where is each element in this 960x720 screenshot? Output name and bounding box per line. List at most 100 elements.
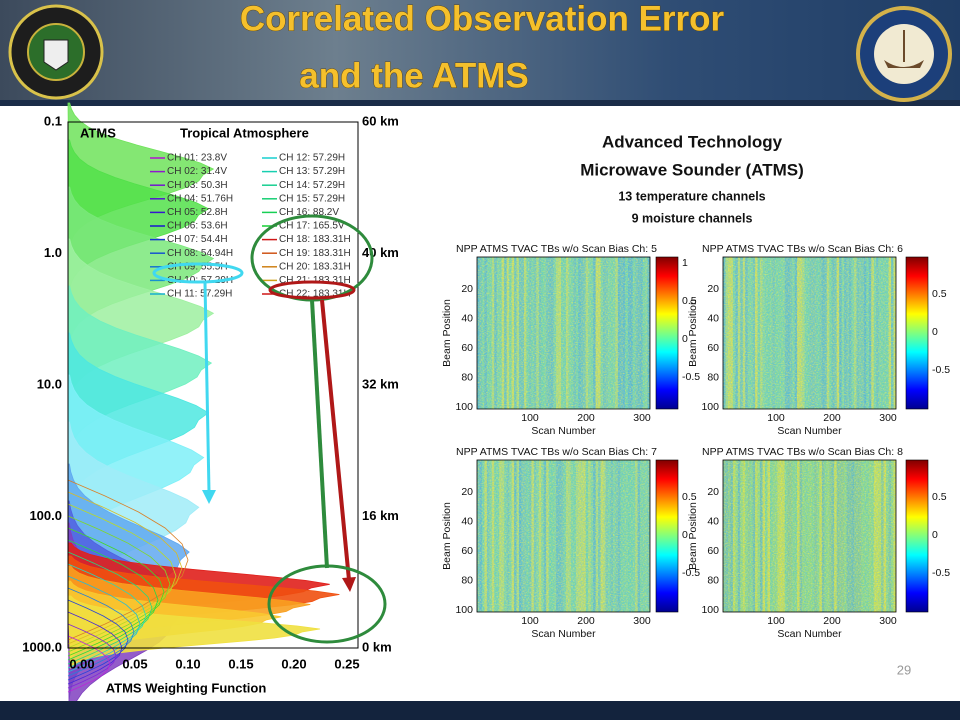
legend-entry: CH 02: 31.4V — [167, 166, 227, 177]
y-axis-label: Beam Position — [687, 299, 699, 367]
weighting-curve-line — [67, 575, 141, 673]
colorbar-tick-label: -0.5 — [682, 371, 700, 383]
annotations — [152, 214, 387, 644]
legend-entry: CH 05: 52.8H — [167, 207, 228, 218]
y-tick-label: 100.0 — [29, 508, 62, 523]
note: 13 temperature channels — [618, 189, 765, 203]
y-tick-label: 60 — [461, 342, 473, 354]
y2-tick-label: 32 km — [362, 376, 399, 391]
chart-label: ATMS — [80, 125, 116, 140]
y-axis-label: Beam Position — [441, 502, 453, 570]
colorbar-tick-label: -0.5 — [932, 567, 950, 579]
plot-frame — [67, 121, 359, 649]
x-tick-label: 0.10 — [175, 656, 200, 671]
x-tick-label: 0.20 — [281, 656, 306, 671]
y-tick-label: 20 — [461, 486, 473, 498]
weighting-curve-line — [67, 503, 177, 649]
panel-title: NPP ATMS TVAC TBs w/o Scan Bias Ch: 8 — [702, 446, 903, 458]
legend-entry: CH 01: 23.8V — [167, 153, 227, 164]
x-tick-label: 0.05 — [122, 656, 147, 671]
y-tick-label: 20 — [707, 486, 719, 498]
legend-entry: CH 04: 51.76H — [167, 193, 233, 204]
panel-title: NPP ATMS TVAC TBs w/o Scan Bias Ch: 6 — [702, 243, 903, 255]
y-tick-label: 80 — [707, 574, 719, 586]
x-tick-label: 100 — [767, 412, 785, 424]
legend-entry: CH 19: 183.31H — [279, 248, 351, 259]
legend-entry: CH 06: 53.6H — [167, 221, 228, 232]
weighting-curve-line — [67, 491, 183, 645]
x-axis-label: Scan Number — [531, 425, 596, 437]
heatmap-frame — [476, 256, 651, 410]
y-axis-label: Beam Position — [441, 299, 453, 367]
y-tick-label: 20 — [461, 283, 473, 295]
y-tick-label: 1.0 — [44, 245, 62, 260]
note: 9 moisture channels — [632, 211, 753, 225]
title-line: Correlated Observation Error — [240, 0, 725, 38]
colorbar-tick-label: 0 — [932, 529, 938, 541]
weighting-curve-line — [67, 479, 189, 641]
legend-entry: CH 20: 183.31H — [279, 261, 351, 272]
colorbar — [905, 459, 929, 613]
x-axis-label: Scan Number — [777, 425, 842, 437]
colorbar — [655, 459, 679, 613]
weighting-curve-line — [67, 527, 165, 657]
weighting-curve-line — [67, 635, 111, 693]
y-tick-label: 10.0 — [37, 376, 62, 391]
weighting-curves — [67, 102, 340, 720]
weighting-curve-line — [67, 515, 171, 653]
y-tick-label: 40 — [707, 312, 719, 324]
x-tick-label: 300 — [879, 615, 897, 627]
y-tick-label: 100 — [455, 401, 473, 413]
x-axis-label: ATMS Weighting Function — [106, 680, 267, 695]
colorbar-tick-label: -0.5 — [932, 364, 950, 376]
colorbar — [905, 256, 929, 410]
y-tick-label: 60 — [461, 545, 473, 557]
heatmap-noise — [477, 460, 650, 612]
colorbar-tick-label: 0 — [682, 529, 688, 541]
weighting-curve-line — [67, 599, 129, 681]
y-tick-label: 60 — [707, 342, 719, 354]
x-tick-label: 100 — [767, 615, 785, 627]
weighting-curve-line — [67, 623, 117, 689]
x-tick-label: 0.25 — [334, 656, 359, 671]
axes: 0.1 1.0 10.0 100.0 1000.0 60 km 40 km 32 km 16 k… — [22, 113, 399, 671]
weighting-curve-line — [67, 563, 147, 669]
colorbar-tick-label: 1 — [682, 257, 688, 269]
y-tick-label: 20 — [707, 283, 719, 295]
colorbar-tick-label: 0.5 — [682, 295, 697, 307]
panel-title: NPP ATMS TVAC TBs w/o Scan Bias Ch: 7 — [456, 446, 657, 458]
colorbar-tick-label: 0.5 — [932, 491, 947, 503]
x-tick-label: 100 — [521, 615, 539, 627]
y2-tick-label: 60 km — [362, 113, 399, 128]
navy-seal — [856, 6, 952, 102]
x-tick-label: 200 — [577, 615, 595, 627]
heatmap-frame — [476, 459, 651, 613]
heatmap-frame — [722, 459, 897, 613]
footer-band — [0, 701, 960, 720]
page-number: 29 — [897, 662, 911, 677]
colorbar-tick-label: 0 — [682, 333, 688, 345]
legend-entry: CH 07: 54.4H — [167, 234, 228, 245]
x-axis-label: Scan Number — [531, 628, 596, 640]
y2-tick-label: 0 km — [362, 639, 392, 654]
panel-title: NPP ATMS TVAC TBs w/o Scan Bias Ch: 5 — [456, 243, 657, 255]
y2-tick-label: 40 km — [362, 245, 399, 260]
legend-entry: CH 03: 50.3H — [167, 180, 228, 191]
legend-entry: CH 18: 183.31H — [279, 234, 351, 245]
x-tick-label: 200 — [823, 412, 841, 424]
x-tick-label: 200 — [577, 412, 595, 424]
y-tick-label: 1000.0 — [22, 639, 62, 654]
x-tick-label: 0.15 — [228, 656, 253, 671]
legend-entry: CH 13: 57.29H — [279, 166, 345, 177]
subtitle: Microwave Sounder (ATMS) — [580, 160, 804, 179]
heatmap-panels: NPP ATMS TVAC TBs w/o Scan Bias Ch: 5 Bea… — [441, 243, 950, 640]
heatmap-noise — [477, 257, 650, 409]
x-tick-label: 0.00 — [69, 656, 94, 671]
header-band — [0, 0, 960, 106]
colorbar-tick-label: 0.5 — [682, 491, 697, 503]
y-tick-label: 40 — [461, 312, 473, 324]
y-tick-label: 40 — [707, 515, 719, 527]
legend-entry: CH 12: 57.29H — [279, 153, 345, 164]
legend-entry: CH 08: 54.94H — [167, 248, 233, 259]
